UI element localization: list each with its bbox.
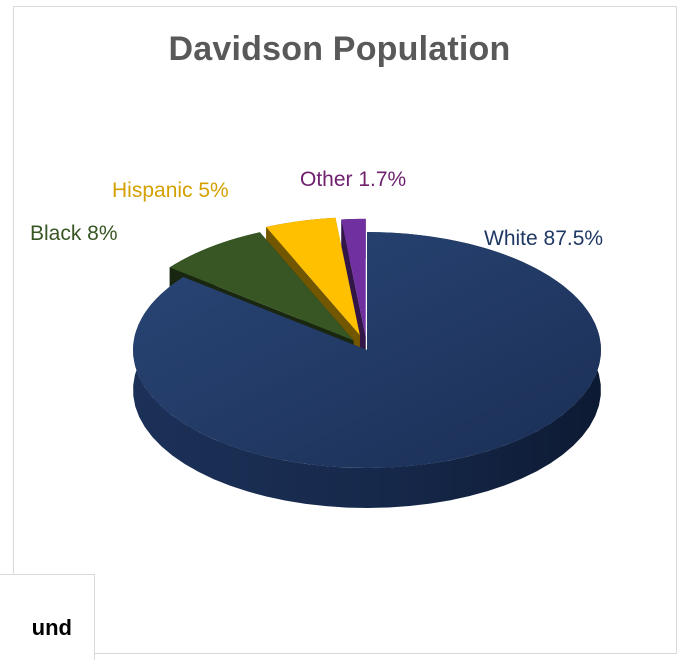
partial-text-box: und bbox=[0, 574, 95, 660]
pie-slice-white bbox=[133, 232, 602, 508]
data-label-black: Black 8% bbox=[30, 222, 118, 245]
pie-slice-top-white bbox=[133, 232, 602, 468]
chart-title: Davidson Population bbox=[168, 30, 511, 68]
data-label-hispanic: Hispanic 5% bbox=[112, 179, 229, 202]
pie-slice-top-black bbox=[169, 232, 354, 341]
pie-slice-top-hispanic bbox=[266, 217, 360, 336]
data-label-other: Other 1.7% bbox=[300, 168, 406, 191]
pie-slice-top-other bbox=[341, 218, 366, 337]
data-label-white: White 87.5% bbox=[484, 227, 603, 250]
partial-box-text: und bbox=[31, 615, 72, 640]
